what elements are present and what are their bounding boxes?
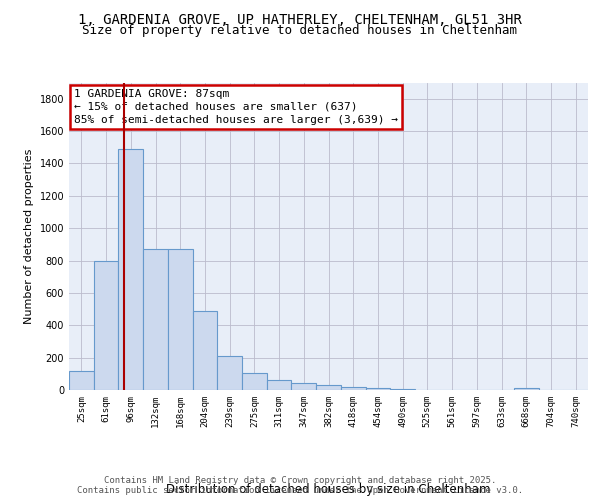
Bar: [292, 382, 316, 390]
Bar: [94, 260, 118, 390]
Bar: [69, 370, 94, 390]
Text: Contains HM Land Registry data © Crown copyright and database right 2025.
Contai: Contains HM Land Registry data © Crown c…: [77, 476, 523, 495]
Bar: [193, 310, 217, 390]
Bar: [514, 388, 539, 390]
Bar: [341, 387, 365, 390]
Bar: [316, 385, 341, 390]
Bar: [168, 249, 193, 390]
Text: 1, GARDENIA GROVE, UP HATHERLEY, CHELTENHAM, GL51 3HR: 1, GARDENIA GROVE, UP HATHERLEY, CHELTEN…: [78, 12, 522, 26]
Bar: [143, 249, 168, 390]
Bar: [217, 356, 242, 390]
Bar: [365, 388, 390, 390]
Y-axis label: Number of detached properties: Number of detached properties: [24, 148, 34, 324]
Bar: [118, 149, 143, 390]
Text: Size of property relative to detached houses in Cheltenham: Size of property relative to detached ho…: [83, 24, 517, 37]
X-axis label: Distribution of detached houses by size in Cheltenham: Distribution of detached houses by size …: [166, 482, 491, 496]
Text: 1 GARDENIA GROVE: 87sqm
← 15% of detached houses are smaller (637)
85% of semi-d: 1 GARDENIA GROVE: 87sqm ← 15% of detache…: [74, 88, 398, 125]
Bar: [390, 389, 415, 390]
Bar: [242, 373, 267, 390]
Bar: [267, 380, 292, 390]
